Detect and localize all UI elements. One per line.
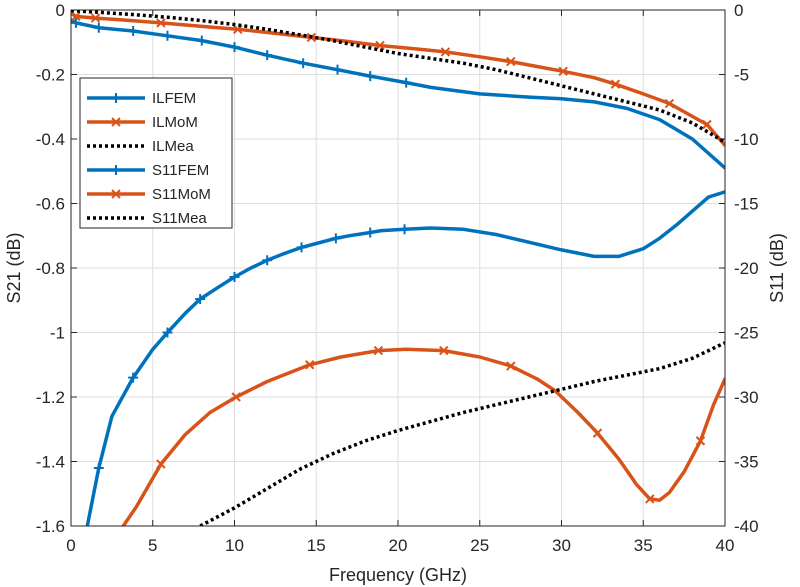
data-point-s11fem bbox=[399, 224, 410, 235]
x-tick-label: 35 bbox=[634, 536, 653, 555]
data-point-ilfem bbox=[93, 22, 104, 33]
series-s11fem bbox=[85, 190, 725, 526]
data-point-ilmom bbox=[506, 56, 516, 67]
y-left-tick-label: -1.2 bbox=[36, 388, 65, 407]
legend: ILFEM ILMoM ILMea S11FEM S11MoM S11Mea bbox=[79, 77, 233, 229]
series-line-s11mea bbox=[199, 341, 725, 526]
y-right-tick-label: 0 bbox=[734, 1, 743, 20]
data-point-ilfem bbox=[162, 30, 173, 41]
data-point-ilfem bbox=[298, 58, 309, 69]
legend-marker-s11mom bbox=[111, 189, 121, 199]
series-layer bbox=[71, 10, 725, 526]
series-s11mea bbox=[199, 341, 725, 526]
data-point-ilfem bbox=[401, 77, 412, 88]
y-left-axis-label: S21 (dB) bbox=[4, 232, 24, 303]
legend-marker-ilmom bbox=[111, 117, 121, 127]
data-point-s11mom bbox=[231, 392, 241, 402]
y-right-tick-label: -5 bbox=[734, 66, 749, 85]
x-tick-labels: 0 5 10 15 20 25 30 35 40 bbox=[66, 536, 734, 555]
data-point-s11mom bbox=[439, 345, 449, 356]
x-tick-label: 0 bbox=[66, 536, 75, 555]
data-point-s11fem bbox=[195, 293, 206, 304]
data-point-ilfem bbox=[229, 42, 240, 53]
data-point-ilmom bbox=[71, 11, 81, 22]
data-point-s11fem bbox=[296, 242, 307, 253]
legend-label-s11mea: S11Mea bbox=[152, 210, 207, 227]
data-point-s11mom bbox=[305, 360, 315, 370]
y-left-tick-label: -1 bbox=[50, 324, 65, 343]
data-point-s11mom bbox=[506, 361, 516, 371]
legend-label-ilmom: ILMoM bbox=[152, 114, 198, 131]
legend-box bbox=[79, 77, 233, 229]
data-point-ilfem bbox=[71, 17, 81, 28]
legend-marker-ilfem bbox=[111, 93, 121, 103]
x-tick-label: 40 bbox=[716, 536, 735, 555]
y-right-axis-label: S11 (dB) bbox=[767, 233, 787, 303]
data-point-ilfem bbox=[365, 71, 376, 82]
data-point-s11mom bbox=[156, 459, 166, 469]
y-right-tick-label: -15 bbox=[734, 195, 759, 214]
y-left-tick-label: -1.6 bbox=[36, 517, 65, 536]
data-point-s11fem bbox=[128, 372, 139, 383]
y-right-tick-label: -35 bbox=[734, 453, 759, 472]
x-axis-label: Frequency (GHz) bbox=[329, 565, 467, 585]
data-point-s11mom bbox=[645, 494, 655, 504]
y-left-tick-label: -0.8 bbox=[36, 259, 65, 278]
data-point-s11mom bbox=[373, 345, 384, 356]
data-point-s11mom bbox=[695, 436, 706, 446]
legend-label-ilmea: ILMea bbox=[152, 138, 194, 155]
data-point-ilfem bbox=[128, 25, 139, 36]
x-tick-label: 5 bbox=[148, 536, 157, 555]
series-line-ilmea bbox=[71, 10, 725, 144]
data-point-ilmom bbox=[440, 47, 451, 57]
data-point-s11mom bbox=[592, 428, 603, 438]
data-point-s11fem bbox=[229, 272, 240, 283]
data-point-ilfem bbox=[262, 50, 273, 61]
legend-label-ilfem: ILFEM bbox=[152, 90, 196, 107]
y-left-tick-label: -0.2 bbox=[36, 66, 65, 85]
data-point-ilmom bbox=[558, 66, 568, 76]
x-tick-label: 20 bbox=[389, 536, 408, 555]
series-ilmea bbox=[71, 10, 725, 144]
data-point-ilmom bbox=[664, 98, 675, 109]
data-point-ilmom bbox=[90, 13, 101, 23]
series-line-ilmom bbox=[71, 11, 725, 148]
x-tick-label: 15 bbox=[307, 536, 326, 555]
y-right-tick-label: -10 bbox=[734, 130, 759, 149]
y-left-tick-label: -1.4 bbox=[36, 453, 65, 472]
data-point-s11fem bbox=[93, 462, 104, 473]
y-left-tick-label: -0.6 bbox=[36, 195, 65, 214]
data-point-s11fem bbox=[162, 327, 173, 338]
y-left-tick-labels: 0 -0.2 -0.4 -0.6 -0.8 -1 -1.2 -1.4 -1.6 bbox=[36, 1, 65, 536]
x-tick-label: 25 bbox=[470, 536, 489, 555]
series-line-s11fem bbox=[85, 190, 725, 526]
y-right-tick-label: -20 bbox=[734, 259, 759, 278]
data-point-ilmom bbox=[702, 119, 712, 130]
data-point-ilfem bbox=[332, 64, 343, 75]
data-point-ilfem bbox=[196, 35, 207, 46]
y-left-tick-label: 0 bbox=[56, 1, 65, 20]
x-tick-label: 30 bbox=[552, 536, 571, 555]
y-right-tick-label: -25 bbox=[734, 324, 759, 343]
data-point-ilmom bbox=[610, 79, 621, 89]
x-tick-label: 10 bbox=[225, 536, 244, 555]
ticks bbox=[70, 9, 726, 527]
data-point-ilmom bbox=[156, 18, 166, 28]
y-right-tick-labels: 0 -5 -10 -15 -20 -25 -30 -35 -40 bbox=[734, 1, 759, 536]
series-s11mom bbox=[121, 345, 725, 526]
y-left-tick-label: -0.4 bbox=[36, 130, 65, 149]
y-right-tick-label: -30 bbox=[734, 388, 759, 407]
legend-marker-s11fem bbox=[111, 165, 121, 175]
y-right-tick-label: -40 bbox=[734, 517, 759, 536]
legend-label-s11fem: S11FEM bbox=[152, 162, 209, 179]
data-point-s11fem bbox=[365, 227, 376, 238]
data-point-s11fem bbox=[330, 233, 341, 244]
legend-label-s11mom: S11MoM bbox=[152, 186, 211, 203]
data-point-s11fem bbox=[262, 255, 273, 266]
series-ilfem bbox=[71, 17, 725, 170]
